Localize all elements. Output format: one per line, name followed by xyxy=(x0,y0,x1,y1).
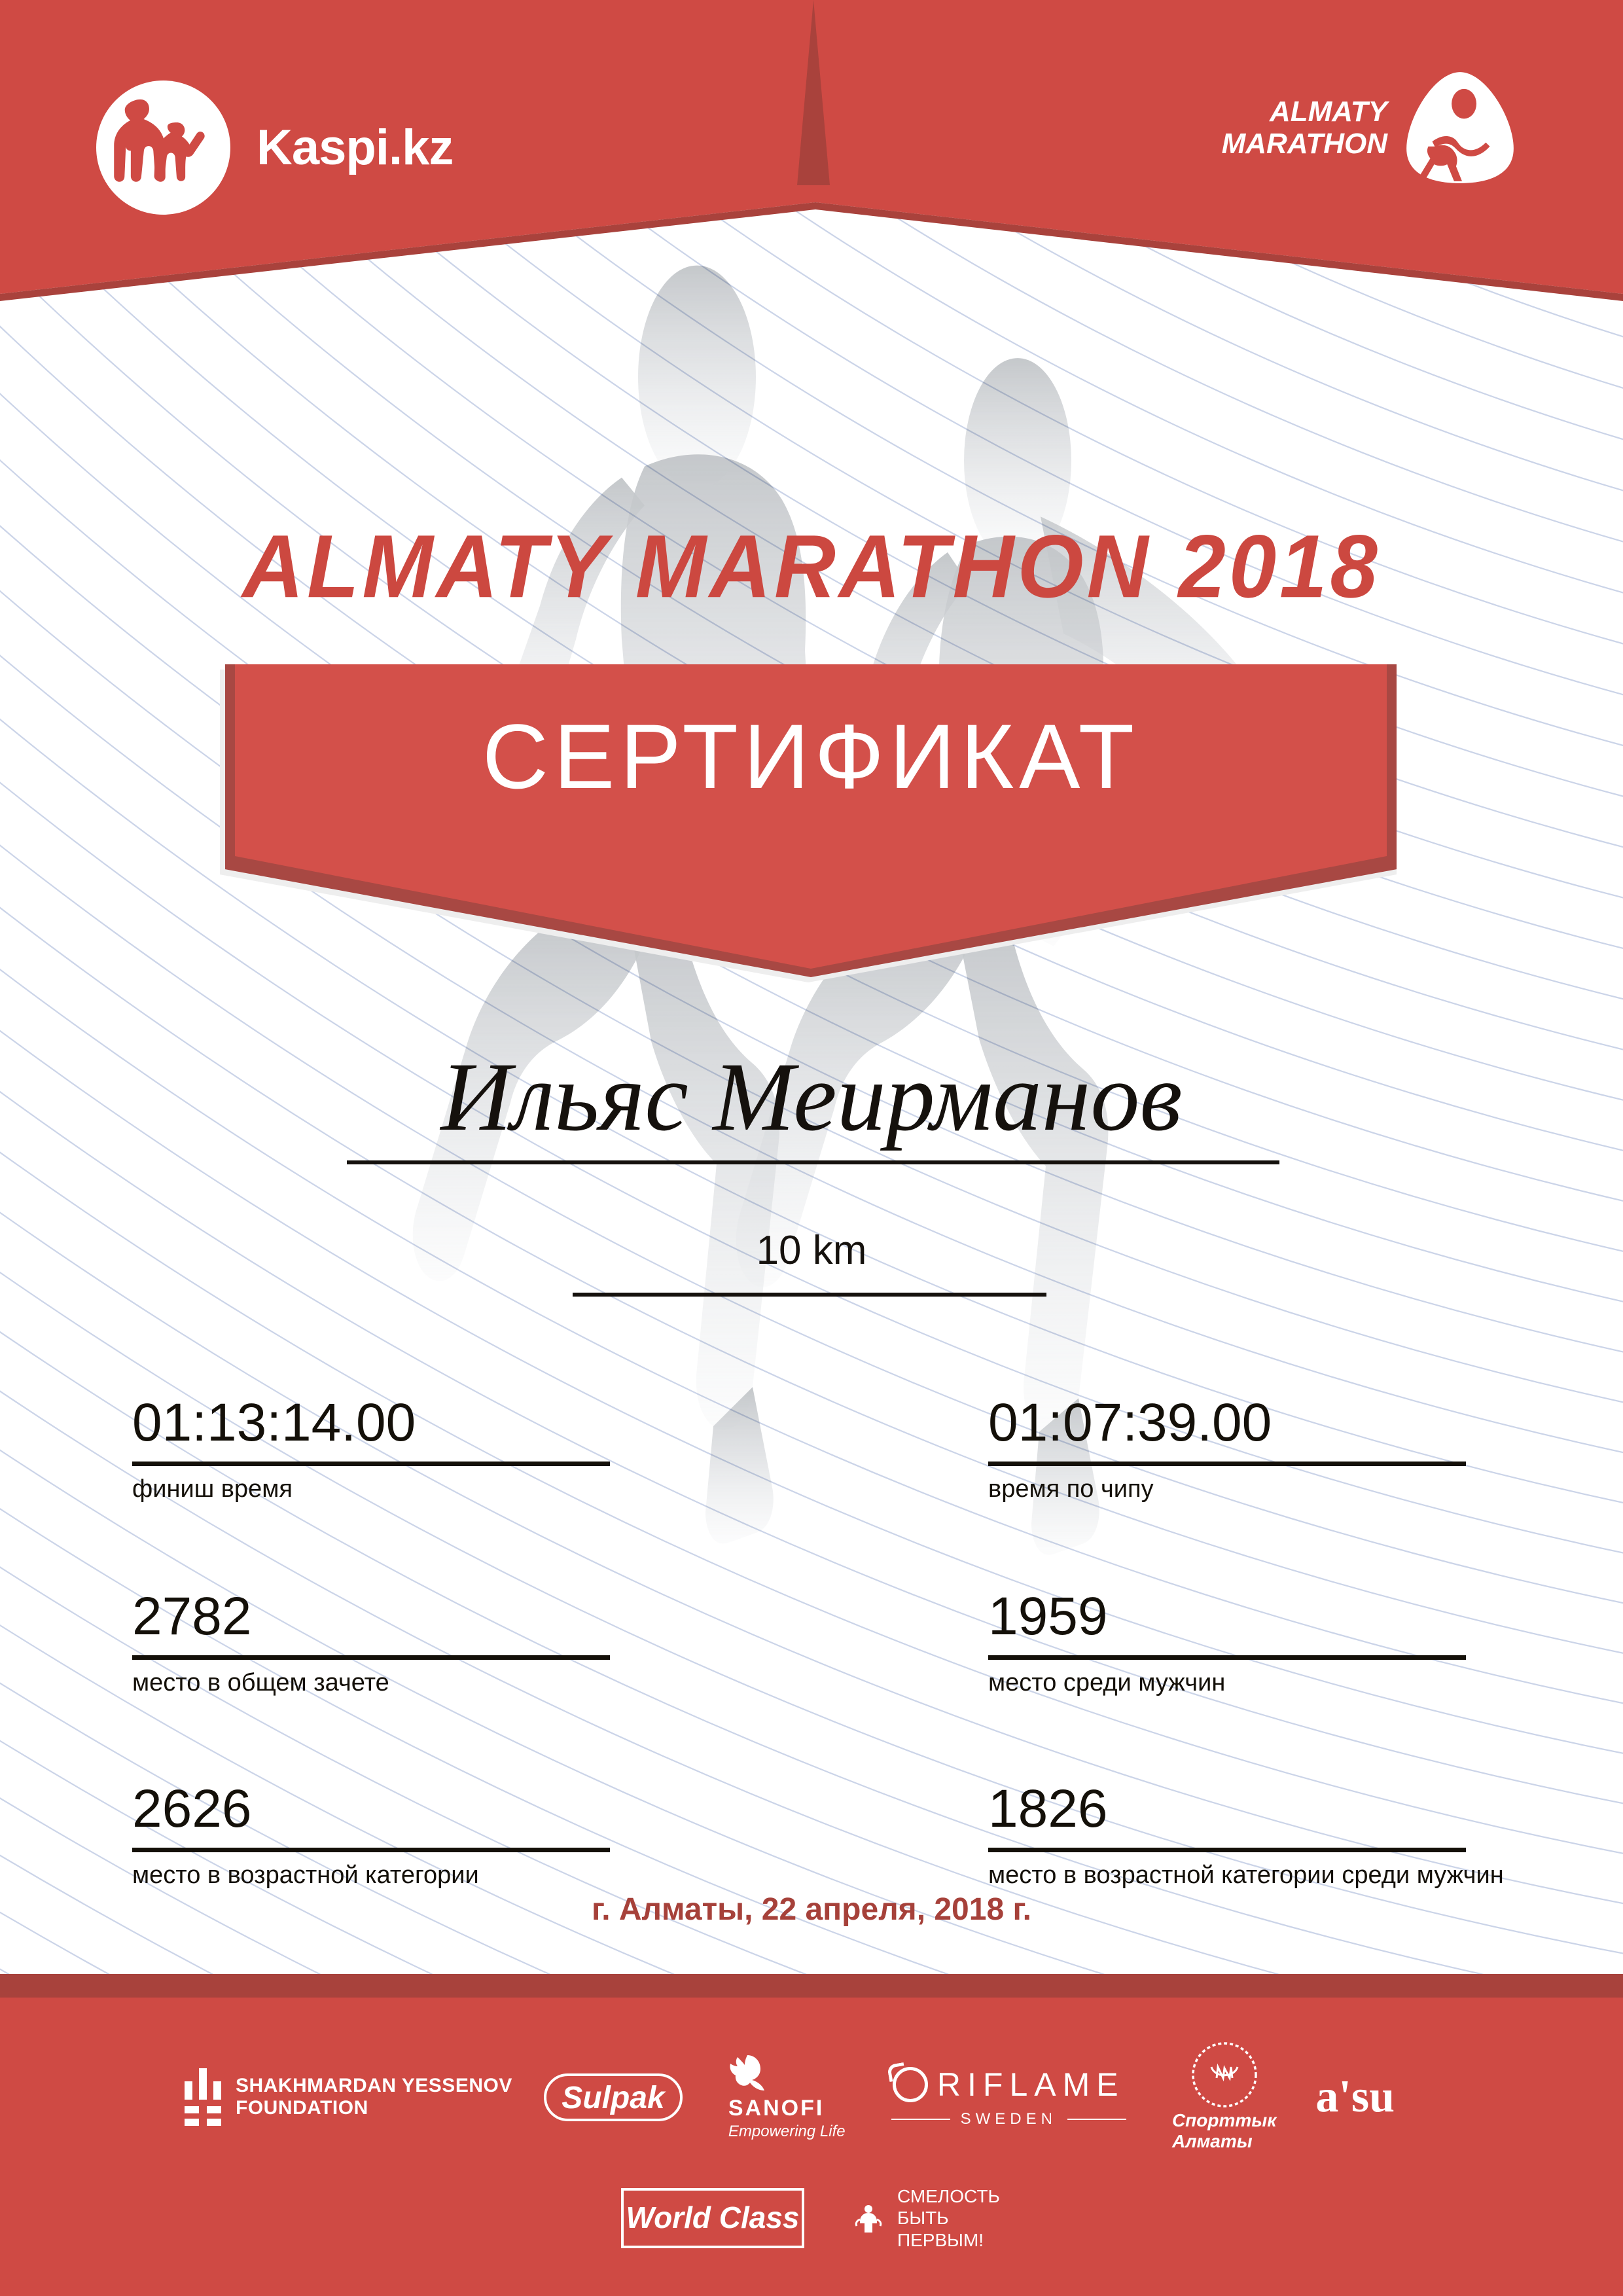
svg-text:World Class: World Class xyxy=(626,2200,800,2234)
svg-text:Sulpak: Sulpak xyxy=(562,2081,666,2115)
